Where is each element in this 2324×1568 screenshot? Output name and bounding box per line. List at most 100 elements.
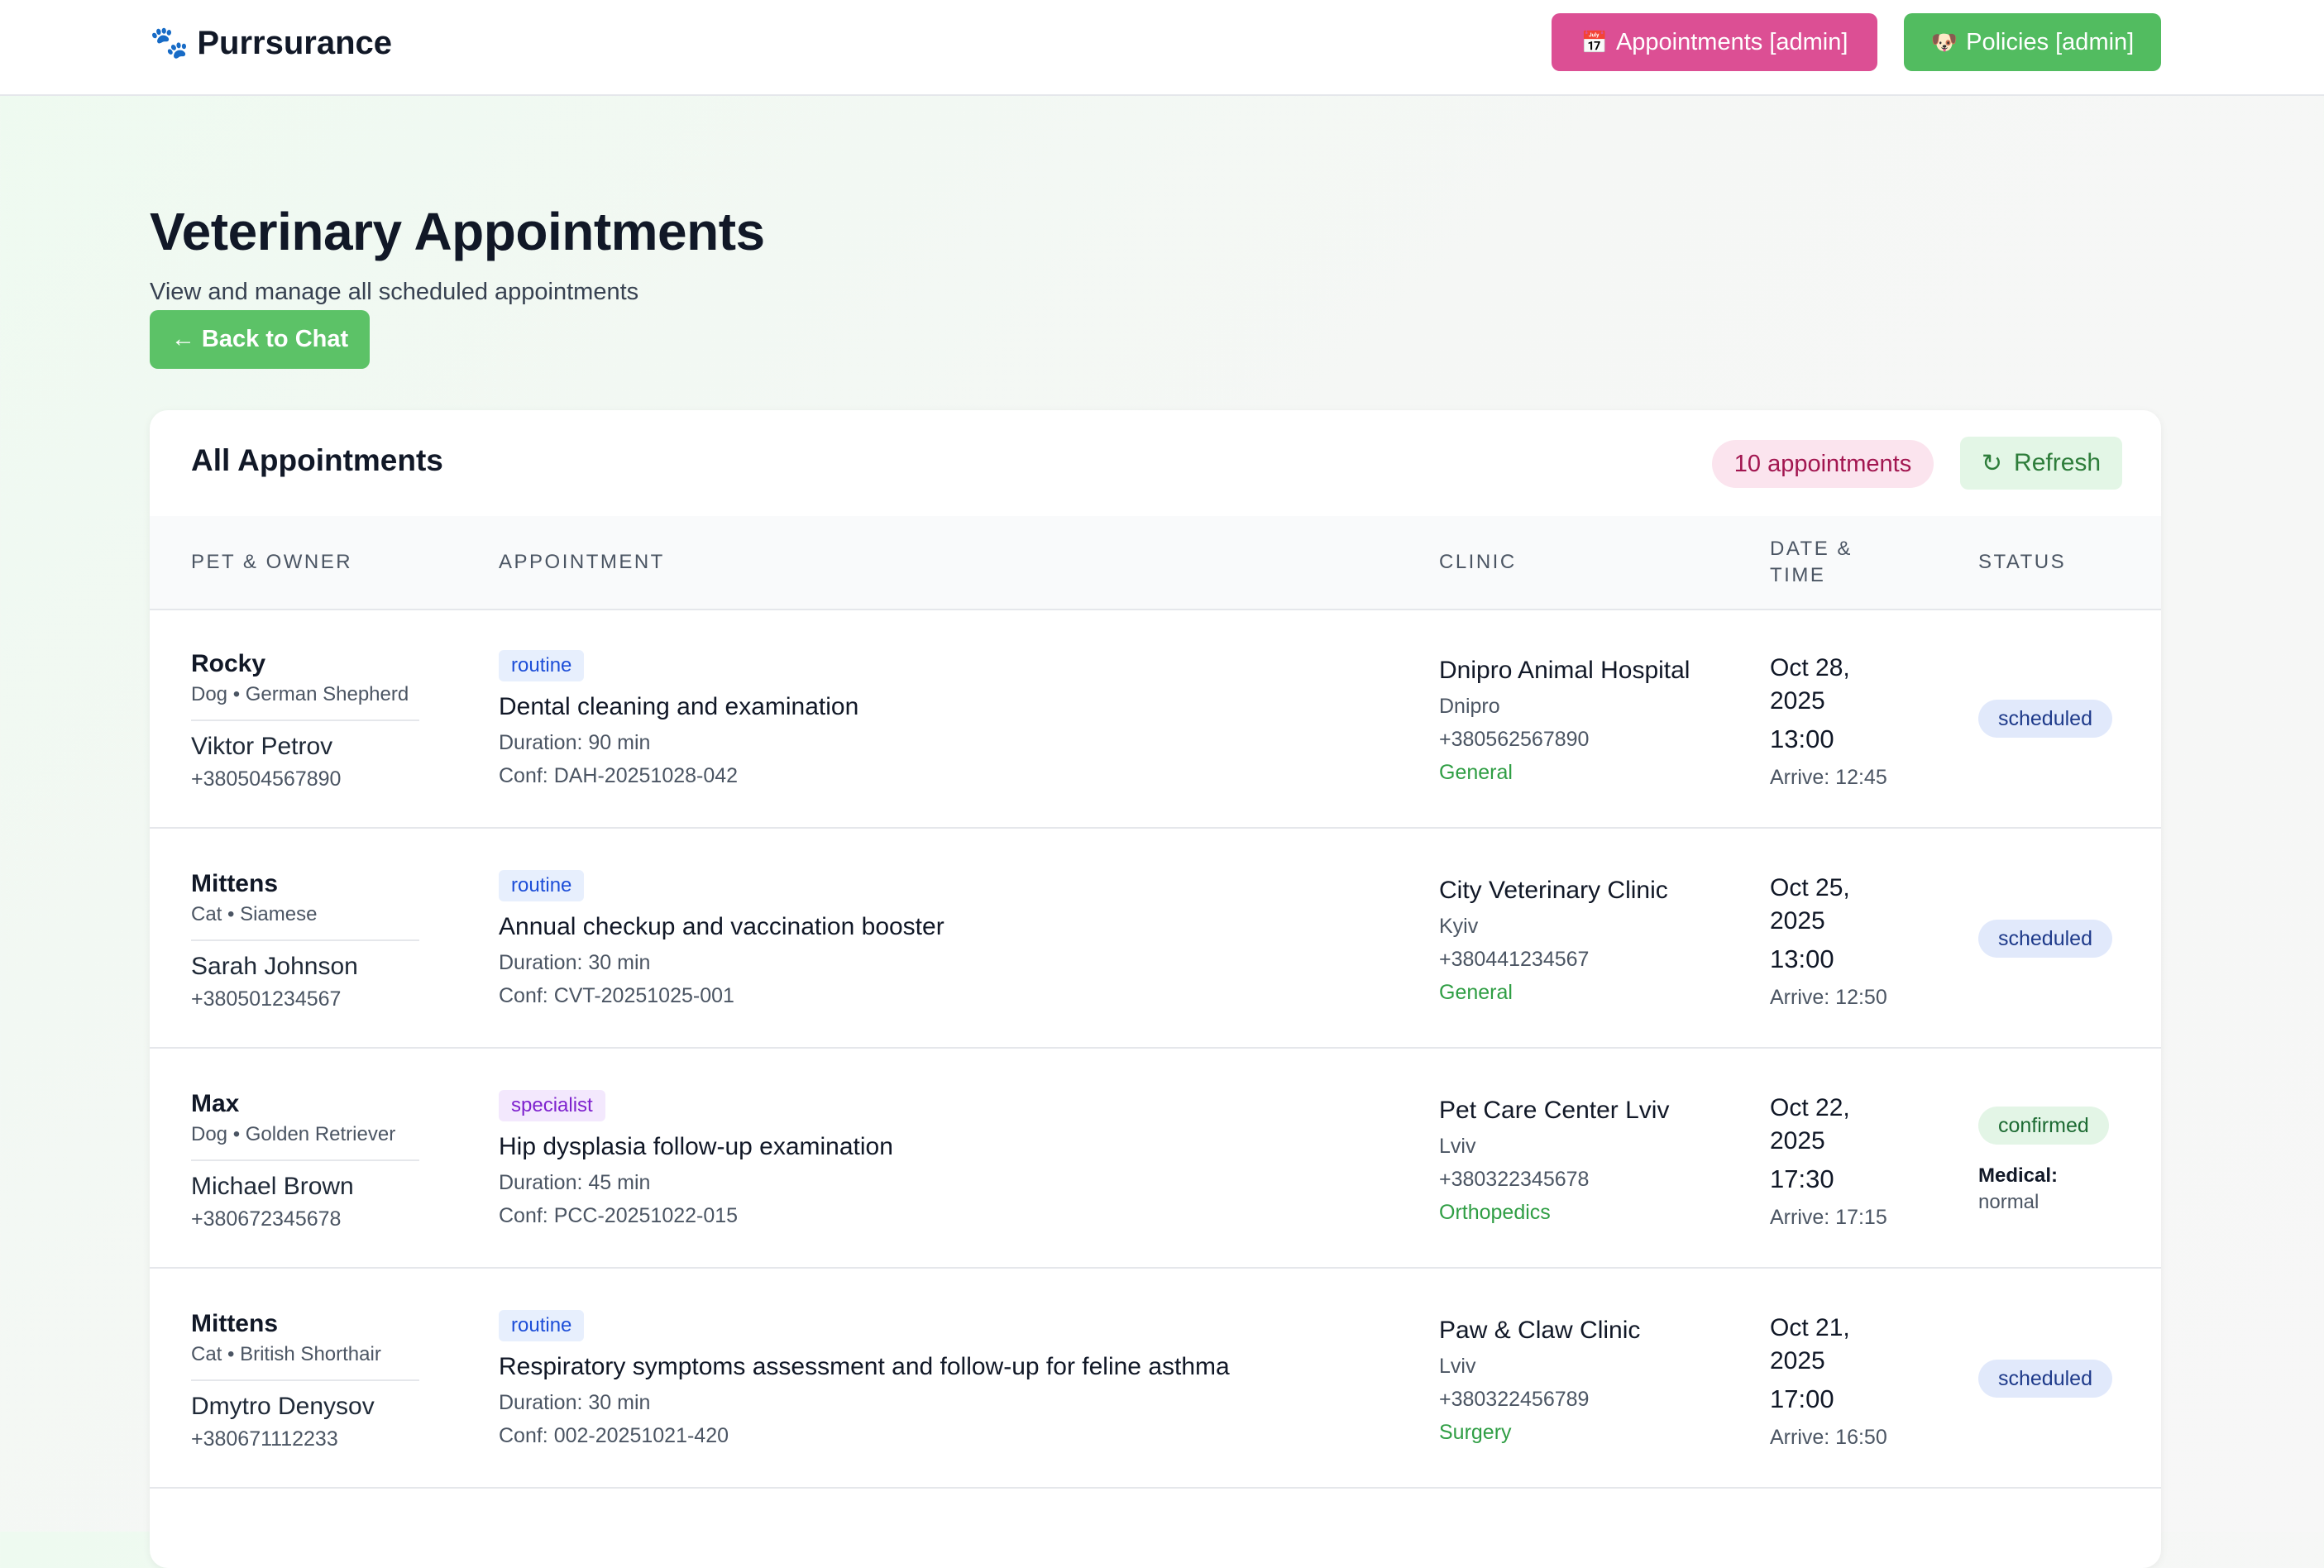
status-badge: scheduled xyxy=(1978,700,2112,738)
owner-phone: +380672345678 xyxy=(191,1207,342,1231)
column-header-date-time-line2: Time xyxy=(1770,564,1826,586)
confirmation-code: Conf: PCC-20251022-015 xyxy=(499,1204,739,1227)
pet-name: Mittens xyxy=(191,870,278,897)
appointment-description: Hip dysplasia follow-up examination xyxy=(499,1133,893,1160)
arrival-time: Arrive: 12:50 xyxy=(1770,986,1887,1009)
dog-icon: 🐶 xyxy=(1930,29,1958,55)
clinic-city: Lviv xyxy=(1439,1135,1476,1158)
appointments-card: All Appointments 10 appointments ↻ Refre… xyxy=(150,410,2161,1568)
status-badge: scheduled xyxy=(1978,920,2112,958)
clinic-specialty: Surgery xyxy=(1439,1421,1512,1444)
appointment-date: Oct 22, 2025 xyxy=(1770,1094,1850,1154)
pet-name: Rocky xyxy=(191,650,266,677)
owner-name: Michael Brown xyxy=(191,1173,354,1200)
appointment-duration: Duration: 45 min xyxy=(499,1171,651,1194)
brand-logo[interactable]: 🐾 Purrsurance xyxy=(150,22,392,65)
owner-name: Viktor Petrov xyxy=(191,733,333,760)
policies-admin-button[interactable]: 🐶 Policies [admin] xyxy=(1904,13,2161,71)
paw-icon: 🐾 xyxy=(150,26,189,60)
clinic-phone: +380441234567 xyxy=(1439,948,1590,971)
refresh-label: Refresh xyxy=(2014,449,2102,476)
owner-phone: +380504567890 xyxy=(191,767,342,791)
clinic-name: City Veterinary Clinic xyxy=(1439,877,1668,904)
clinic-city: Kyiv xyxy=(1439,915,1479,938)
appointments-admin-button[interactable]: 📅 Appointments [admin] xyxy=(1552,13,1877,71)
clinic-name: Paw & Claw Clinic xyxy=(1439,1317,1641,1344)
card-header: All Appointments 10 appointments ↻ Refre… xyxy=(150,410,2161,518)
appointment-type-tag: routine xyxy=(499,650,585,681)
appointment-time: 17:30 xyxy=(1770,1164,1834,1193)
appointment-duration: Duration: 30 min xyxy=(499,1391,651,1414)
appointments-count-badge: 10 appointments xyxy=(1712,440,1934,488)
appointment-date: Oct 28, 2025 xyxy=(1770,654,1850,715)
arrival-time: Arrive: 12:45 xyxy=(1770,766,1887,789)
pet-name: Max xyxy=(191,1090,240,1117)
appointment-duration: Duration: 90 min xyxy=(499,731,651,754)
pet-breed: Cat • British Shorthair xyxy=(191,1343,381,1365)
table-header: Pet & Owner Appointment Clinic Date & Ti… xyxy=(150,516,2161,610)
owner-divider xyxy=(191,719,419,721)
column-header-clinic: Clinic xyxy=(1439,551,1517,573)
column-header-appointment: Appointment xyxy=(499,551,665,573)
pet-name: Mittens xyxy=(191,1310,278,1337)
table-row[interactable]: Mittens Cat • British Shorthair Dmytro D… xyxy=(150,1269,2161,1489)
column-header-pet-owner: Pet & Owner xyxy=(191,551,353,573)
appointment-description: Dental cleaning and examination xyxy=(499,693,859,720)
page-subtitle: View and manage all scheduled appointmen… xyxy=(150,279,639,305)
page-title: Veterinary Appointments xyxy=(150,202,765,261)
status-badge: confirmed xyxy=(1978,1107,2109,1145)
medical-label: Medical: xyxy=(1978,1164,2059,1187)
pet-breed: Dog • German Shepherd xyxy=(191,683,409,705)
column-header-date-time: Date & Time xyxy=(1770,536,1853,589)
clinic-phone: +380562567890 xyxy=(1439,728,1590,751)
confirmation-code: Conf: CVT-20251025-001 xyxy=(499,984,734,1007)
calendar-icon: 📅 xyxy=(1580,29,1608,55)
appointment-time: 13:00 xyxy=(1770,944,1834,973)
table-row[interactable]: Mittens Cat • Siamese Sarah Johnson +380… xyxy=(150,829,2161,1049)
column-header-date-time-line1: Date & xyxy=(1770,538,1853,560)
owner-divider xyxy=(191,939,419,941)
clinic-name: Dnipro Animal Hospital xyxy=(1439,657,1690,684)
owner-name: Dmytro Denysov xyxy=(191,1393,375,1420)
clinic-city: Lviv xyxy=(1439,1355,1476,1378)
appointment-type-tag: routine xyxy=(499,870,585,901)
clinic-specialty: General xyxy=(1439,981,1513,1004)
policies-admin-label: Policies [admin] xyxy=(1966,28,2135,55)
brand-name: Purrsurance xyxy=(197,24,392,61)
clinic-specialty: General xyxy=(1439,761,1513,784)
confirmation-code: Conf: 002-20251021-420 xyxy=(499,1424,729,1447)
owner-phone: +380671112233 xyxy=(191,1427,338,1451)
arrival-time: Arrive: 17:15 xyxy=(1770,1206,1887,1229)
appointment-description: Respiratory symptoms assessment and foll… xyxy=(499,1353,1230,1380)
appointment-type-tag: routine xyxy=(499,1310,585,1341)
appointment-duration: Duration: 30 min xyxy=(499,951,651,974)
status-badge: scheduled xyxy=(1978,1360,2112,1398)
confirmation-code: Conf: DAH-20251028-042 xyxy=(499,764,739,787)
clinic-phone: +380322456789 xyxy=(1439,1388,1590,1411)
top-nav-bar: 🐾 Purrsurance 📅 Appointments [admin] 🐶 P… xyxy=(0,0,2324,96)
table-row[interactable]: Max Dog • Golden Retriever Michael Brown… xyxy=(150,1049,2161,1269)
owner-name: Sarah Johnson xyxy=(191,953,358,980)
back-to-chat-button[interactable]: ← Back to Chat xyxy=(150,310,370,369)
appointments-admin-label: Appointments [admin] xyxy=(1615,28,1848,55)
clinic-city: Dnipro xyxy=(1439,695,1500,718)
appointment-date: Oct 25, 2025 xyxy=(1770,874,1850,935)
pet-breed: Cat • Siamese xyxy=(191,903,318,925)
appointment-time: 13:00 xyxy=(1770,724,1834,753)
refresh-button[interactable]: ↻ Refresh xyxy=(1960,437,2122,490)
owner-divider xyxy=(191,1379,419,1381)
appointment-date: Oct 21, 2025 xyxy=(1770,1314,1850,1374)
clinic-phone: +380322345678 xyxy=(1439,1168,1590,1191)
card-title: All Appointments xyxy=(191,443,443,477)
pet-breed: Dog • Golden Retriever xyxy=(191,1123,396,1145)
owner-phone: +380501234567 xyxy=(191,987,342,1011)
appointment-time: 17:00 xyxy=(1770,1384,1834,1413)
arrival-time: Arrive: 16:50 xyxy=(1770,1426,1887,1449)
owner-divider xyxy=(191,1159,419,1161)
clinic-specialty: Orthopedics xyxy=(1439,1201,1551,1224)
appointment-description: Annual checkup and vaccination booster xyxy=(499,913,944,940)
refresh-icon: ↻ xyxy=(1981,449,2003,477)
appointment-type-tag: specialist xyxy=(499,1090,605,1121)
table-row[interactable]: Rocky Dog • German Shepherd Viktor Petro… xyxy=(150,609,2161,829)
clinic-name: Pet Care Center Lviv xyxy=(1439,1097,1670,1124)
